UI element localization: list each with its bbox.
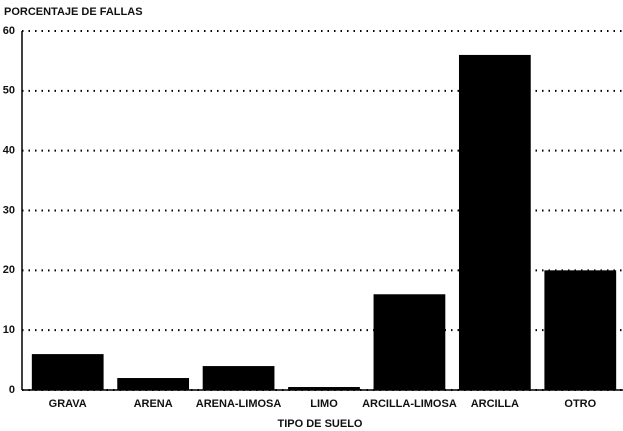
x-tick-label: OTRO <box>564 398 596 410</box>
y-tick-label: 0 <box>9 384 15 396</box>
y-tick-label: 30 <box>3 204 15 216</box>
bar <box>544 270 617 390</box>
chart-title: PORCENTAJE DE FALLAS <box>4 6 143 18</box>
x-tick-label: ARCILLA <box>471 398 519 410</box>
y-tick-label: 20 <box>3 264 15 276</box>
y-tick-label: 40 <box>3 145 15 157</box>
bar <box>373 294 446 390</box>
bar <box>458 54 531 390</box>
x-tick-label: ARENA-LIMOSA <box>196 398 282 410</box>
x-axis-label: TIPO DE SUELO <box>278 418 363 430</box>
x-tick-label: GRAVA <box>49 398 87 410</box>
bar <box>117 378 190 390</box>
x-tick-label: ARENA <box>134 398 173 410</box>
bar <box>202 366 275 390</box>
y-tick-label: 50 <box>3 85 15 97</box>
x-tick-label: LIMO <box>310 398 338 410</box>
y-tick-label: 60 <box>3 25 15 37</box>
y-tick-label: 10 <box>3 324 15 336</box>
bar <box>288 387 360 390</box>
bar <box>31 354 104 390</box>
x-tick-label: ARCILLA-LIMOSA <box>362 398 457 410</box>
